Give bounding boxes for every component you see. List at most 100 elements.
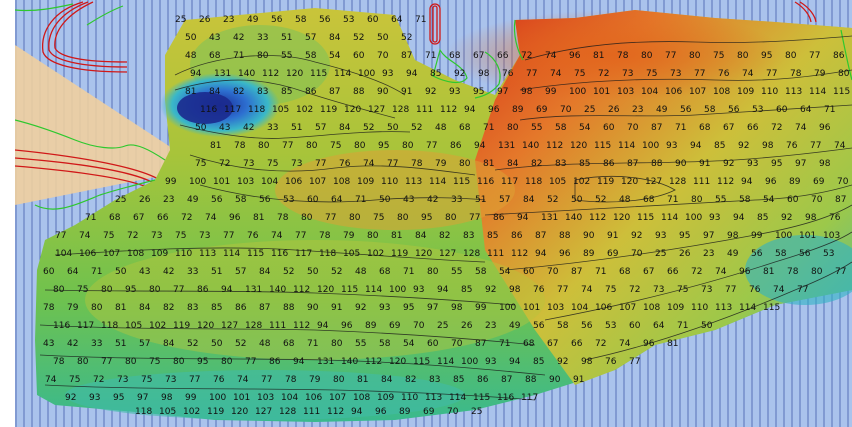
sounding-label: 84 [381,375,393,385]
sounding-label: 82 [531,159,542,169]
sounding-label: 73 [622,69,633,79]
sounding-label: 118 [525,177,542,187]
sounding-label: 66 [157,213,169,223]
sounding-label: 81 [253,213,264,223]
sounding-label: 82 [233,87,244,97]
sounding-label: 87 [259,303,270,313]
sounding-label: 86 [477,375,489,385]
sounding-label: 92 [425,87,436,97]
sounding-label: 81 [115,303,126,313]
sounding-label: 42 [67,339,78,349]
sounding-label: 26 [608,105,620,115]
bathymetry-map[interactable]: 25 26 23 49 56 58 56 53 60 64 71 50 43 42 33 51 57 84 52 50… [15,0,852,427]
sounding-label: 48 [435,123,447,133]
sounding-label: 75 [677,285,688,295]
sounding-label: 51 [281,33,292,43]
sounding-label: 94 [535,249,547,259]
sounding-label: 112 [327,407,344,417]
sounding-label: 120 [344,105,361,115]
sounding-label: 120 [621,177,638,187]
sounding-label: 33 [91,339,102,349]
sounding-label: 94 [221,285,233,295]
sounding-label: 70 [837,177,849,187]
sounding-label: 100 [642,141,659,151]
sounding-label: 60 [776,105,788,115]
sounding-label: 94 [317,321,329,331]
sounding-label: 79 [67,303,79,313]
sounding-label: 77 [835,267,846,277]
sounding-label: 93 [666,141,677,151]
depth-contours [39,35,852,401]
sounding-label: 68 [619,267,631,277]
sounding-label: 51 [115,339,126,349]
sounding-label: 140 [565,213,582,223]
sounding-label: 100 [499,303,516,313]
sounding-label: 77 [469,213,480,223]
sounding-label: 84 [139,303,151,313]
sounding-label: 82 [163,303,174,313]
sounding-label: 92 [738,141,749,151]
sounding-label: 88 [525,375,537,385]
sounding-label: 73 [165,375,176,385]
sounding-label: 111 [693,177,710,187]
sounding-label: 92 [65,393,76,403]
sounding-label: 42 [233,33,244,43]
sounding-label: 115 [763,303,780,313]
sounding-label: 52 [547,195,558,205]
sounding-label: 93 [449,87,460,97]
sounding-label: 93 [485,357,496,367]
sounding-label: 78 [617,51,629,61]
sounding-label: 89 [365,321,377,331]
sounding-label: 90 [307,303,319,313]
sounding-label: 97 [427,303,438,313]
coastline [15,3,852,210]
sounding-label: 81 [210,141,221,151]
sounding-label: 80 [689,51,701,61]
sounding-label: 53 [823,249,834,259]
sounding-label: 56 [751,249,763,259]
sounding-label: 74 [795,123,807,133]
sounding-label: 58 [379,339,391,349]
sounding-label: 74 [79,231,91,241]
sounding-label: 81 [483,159,494,169]
sounding-label: 69 [536,105,548,115]
sounding-label: 75 [646,69,657,79]
sounding-label: 74 [581,285,593,295]
sounding-label: 112 [546,141,563,151]
sounding-label: 118 [101,321,118,331]
sounding-label: 71 [667,195,678,205]
sounding-label: 80 [173,357,185,367]
sounding-label: 26 [679,249,691,259]
sounding-label: 56 [728,105,740,115]
sounding-label: 98 [819,159,831,169]
sounding-label: 74 [237,375,249,385]
sounding-label: 75 [195,159,206,169]
sounding-label: 72 [219,159,230,169]
sounding-label: 58 [305,51,317,61]
sounding-label: 42 [243,123,254,133]
sounding-label: 73 [653,285,664,295]
sounding-label: 80 [838,69,850,79]
sounding-label: 115 [310,69,327,79]
sounding-label: 109 [151,249,168,259]
sounding-label: 104 [55,249,72,259]
sounding-label: 96 [765,177,777,187]
sounding-label: 103 [547,303,564,313]
sounding-label: 75 [141,375,152,385]
sounding-label: 104 [641,87,658,97]
sounding-label: 107 [103,249,120,259]
sounding-label: 115 [833,87,850,97]
sounding-label: 76 [786,141,798,151]
sounding-label: 96 [375,407,387,417]
sounding-label: 75 [330,141,341,151]
sounding-label: 119 [207,407,224,417]
sounding-label: 58 [235,195,247,205]
sounding-label: 99 [751,231,763,241]
sounding-label: 75 [373,213,384,223]
sounding-label: 94 [741,177,753,187]
sounding-label: 131 [317,357,334,367]
sounding-label: 72 [691,267,702,277]
sounding-label: 94 [464,105,476,115]
sounding-label: 60 [787,195,799,205]
